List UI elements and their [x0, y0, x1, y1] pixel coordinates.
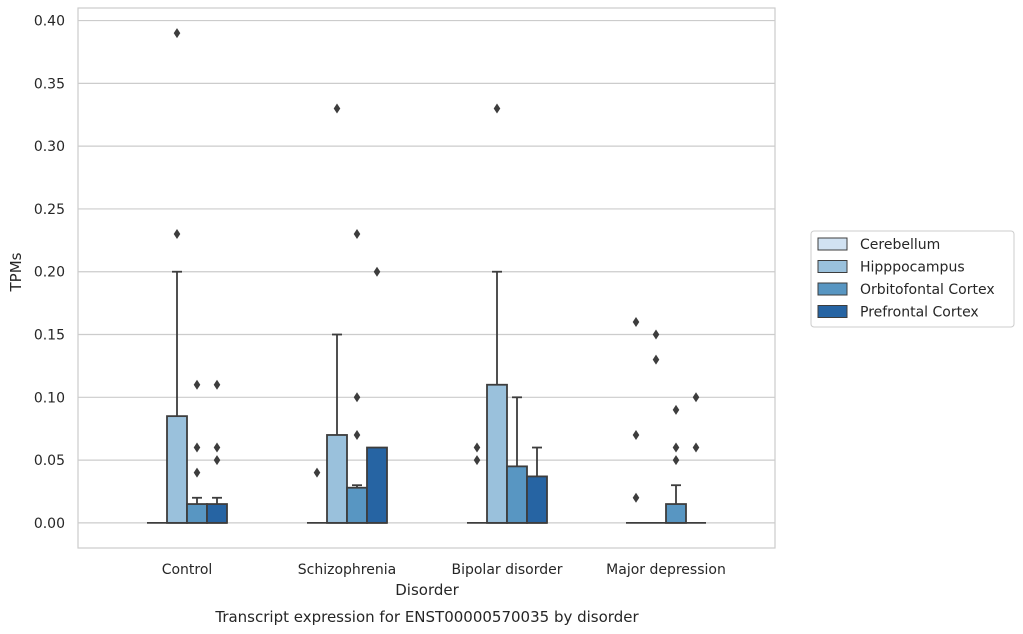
outlier-point: [173, 28, 181, 39]
box-prefrontal-cortex-2: [526, 446, 548, 524]
y-tick-label: 0.00: [34, 516, 65, 532]
outlier-point: [353, 392, 361, 403]
box-orbitofontal-cortex-0: [186, 496, 208, 524]
outlier-point: [213, 379, 221, 390]
outlier-point: [213, 455, 221, 466]
outlier-point: [473, 442, 481, 453]
gridlines: [78, 19, 775, 524]
legend: Cerebellum Hipppocampus Orbitofontal Corte…: [810, 230, 1015, 328]
x-axis-ticks: Control Schizophrenia Bipolar disorder Majo…: [162, 562, 726, 578]
outlier-point: [353, 229, 361, 240]
box-body: [526, 475, 548, 524]
box-body: [486, 383, 508, 524]
boxes: [147, 270, 706, 524]
x-tick-label: Schizophrenia: [298, 562, 396, 578]
x-axis-label: Disorder: [395, 581, 459, 599]
outliers: [173, 28, 700, 503]
legend-swatch: [817, 237, 848, 251]
outlier-point: [213, 442, 221, 453]
x-tick-label: Major depression: [606, 562, 726, 578]
box-body: [665, 503, 687, 524]
legend-label: Prefrontal Cortex: [860, 305, 979, 321]
box-body: [166, 415, 188, 524]
y-tick-label: 0.20: [34, 265, 65, 281]
outlier-point: [692, 392, 700, 403]
y-axis-label: TPMs: [7, 252, 25, 292]
legend-swatch: [817, 305, 848, 318]
y-axis-ticks: 0.00 0.05 0.10 0.15 0.20 0.25 0.30 0.35 0.40: [34, 14, 65, 532]
outlier-point: [692, 442, 700, 453]
legend-label: Hipppocampus: [860, 260, 965, 276]
outlier-point: [672, 455, 680, 466]
outlier-point: [672, 404, 680, 415]
box-hipppocampus-2: [486, 270, 508, 524]
outlier-point: [353, 429, 361, 440]
y-tick-label: 0.25: [34, 202, 65, 218]
outlier-point: [652, 354, 660, 365]
outlier-point: [193, 442, 201, 453]
y-tick-label: 0.05: [34, 453, 65, 469]
outlier-point: [473, 455, 481, 466]
box-body: [186, 503, 208, 524]
outlier-point: [173, 229, 181, 240]
y-tick-label: 0.10: [34, 390, 65, 406]
box-body: [206, 503, 228, 524]
outlier-point: [652, 329, 660, 340]
outlier-point: [672, 442, 680, 453]
outlier-point: [193, 379, 201, 390]
outlier-point: [632, 492, 640, 503]
y-tick-label: 0.35: [34, 76, 65, 92]
box-orbitofontal-cortex-3: [665, 484, 687, 524]
legend-swatch: [817, 282, 848, 296]
box-orbitofontal-cortex-1: [346, 484, 368, 524]
box-prefrontal-cortex-0: [206, 496, 228, 524]
box-body: [506, 465, 528, 524]
box-body: [326, 434, 348, 524]
outlier-point: [632, 429, 640, 440]
box-hipppocampus-0: [166, 270, 188, 524]
x-tick-label: Control: [162, 562, 213, 578]
legend-frame: [810, 230, 1015, 328]
box-body: [366, 446, 388, 524]
box-hipppocampus-1: [326, 333, 348, 524]
chart-caption: Transcript expression for ENST0000057003…: [214, 608, 639, 626]
legend-swatch: [817, 260, 848, 273]
legend-label: Orbitofontal Cortex: [860, 282, 995, 298]
outlier-point: [373, 266, 381, 277]
legend-label: Cerebellum: [860, 237, 940, 253]
x-tick-label: Bipolar disorder: [451, 562, 562, 578]
box-body: [346, 486, 368, 524]
y-tick-label: 0.40: [34, 14, 65, 30]
y-tick-label: 0.30: [34, 139, 65, 155]
outlier-point: [333, 103, 341, 114]
outlier-point: [632, 316, 640, 327]
outlier-point: [313, 467, 321, 478]
outlier-point: [193, 467, 201, 478]
y-tick-label: 0.15: [34, 328, 65, 344]
plot-area-frame: [77, 7, 776, 549]
outlier-point: [493, 103, 501, 114]
box-prefrontal-cortex-1: [366, 446, 388, 524]
